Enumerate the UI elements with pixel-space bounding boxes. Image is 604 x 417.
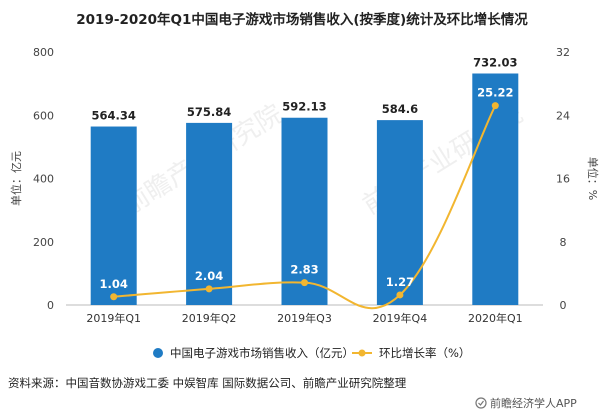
- y2-tick-label: 16: [556, 173, 570, 186]
- line-point: [110, 293, 118, 301]
- line-point: [491, 102, 499, 110]
- line-value-label: 1.27: [386, 275, 414, 289]
- chart-title: 2019-2020年Q1中国电子游戏市场销售收入(按季度)统计及环比增长情况: [76, 11, 528, 28]
- line-value-label: 1.04: [100, 277, 128, 291]
- bar-value-label: 575.84: [187, 105, 231, 119]
- brand-text: 前瞻经济学人APP: [490, 396, 577, 410]
- legend-line-dot: [358, 349, 366, 357]
- y2-tick-label: 32: [556, 46, 570, 59]
- line-series: [110, 102, 499, 310]
- y2-tick-label: 0: [560, 299, 567, 312]
- y-tick-label: 400: [33, 173, 54, 186]
- line-point: [301, 279, 308, 287]
- line-value-label: 25.22: [477, 86, 513, 100]
- line-point: [205, 285, 213, 293]
- bar-value-label: 564.34: [92, 109, 136, 123]
- bar: [186, 122, 233, 306]
- x-tick-label: 2019年Q2: [182, 311, 237, 325]
- x-tick-label: 2019年Q4: [373, 311, 428, 325]
- data-labels: 564.34 575.84 592.13 584.6 732.03 1.04 2.04 2.8…: [92, 55, 518, 290]
- y-tick-label: 800: [33, 46, 54, 59]
- brand: 前瞻经济学人APP: [475, 396, 577, 410]
- line-value-label: 2.83: [290, 263, 318, 277]
- y-axis-title: 单位：亿元: [9, 151, 23, 206]
- growth-line: [113, 105, 497, 310]
- y-tick-label: 200: [33, 236, 54, 249]
- y2-axis-title: 单位：%: [586, 157, 600, 200]
- x-tick-label: 2019年Q1: [86, 311, 141, 325]
- source-note: 资料来源：中国音数协游戏工委 中娱智库 国际数据公司、前瞻产业研究院整理: [8, 376, 407, 390]
- axes: 0 200 400 600 800 0 8 16 24 32 单位：亿元 单位：% 2019年Q1 201…: [9, 46, 600, 325]
- bar-value-label: 592.13: [282, 100, 326, 114]
- bar: [90, 126, 137, 306]
- bar: [376, 120, 423, 306]
- line-value-label: 2.04: [195, 269, 223, 283]
- line-point: [396, 291, 404, 299]
- legend-bar-marker: [153, 348, 163, 358]
- legend-bar-label: 中国电子游戏市场销售收入（亿元）: [170, 346, 354, 360]
- y-tick-label: 600: [33, 109, 54, 122]
- bar-value-label: 732.03: [473, 55, 517, 69]
- y2-tick-label: 8: [560, 236, 567, 249]
- x-tick-label: 2020年Q1: [468, 311, 523, 325]
- x-tick-label: 2019年Q3: [277, 311, 332, 325]
- bar-series: [90, 73, 519, 306]
- legend-line-label: 环比增长率（%）: [379, 346, 470, 360]
- bar-value-label: 584.6: [382, 102, 418, 116]
- y2-tick-label: 24: [556, 109, 570, 122]
- bar: [281, 117, 328, 305]
- brand-check-icon: [478, 400, 484, 406]
- brand-logo-icon: [475, 397, 487, 409]
- legend: 中国电子游戏市场销售收入（亿元） 环比增长率（%）: [153, 346, 470, 360]
- y-tick-label: 0: [47, 299, 54, 312]
- bar: [472, 73, 519, 305]
